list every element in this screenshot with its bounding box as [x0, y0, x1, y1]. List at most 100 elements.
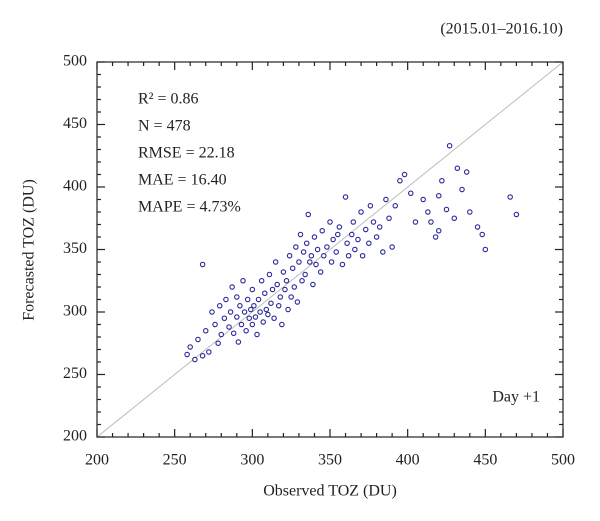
y-tick-label: 450 — [63, 115, 87, 132]
point — [226, 324, 232, 330]
point — [513, 211, 520, 218]
point — [272, 259, 279, 265]
point — [234, 314, 240, 320]
point — [229, 284, 235, 290]
point — [260, 319, 266, 325]
point — [283, 277, 290, 284]
point — [435, 193, 442, 199]
point — [209, 309, 215, 315]
point — [367, 203, 374, 209]
point — [392, 203, 398, 209]
point — [507, 194, 513, 200]
point — [373, 234, 380, 240]
point — [202, 327, 209, 334]
point — [345, 253, 352, 259]
point — [397, 178, 403, 184]
point — [262, 290, 268, 296]
point — [352, 246, 358, 253]
point — [355, 236, 361, 243]
point — [307, 259, 313, 265]
y-tick-label: 200 — [63, 428, 87, 445]
point — [342, 194, 349, 200]
x-tick-label: 400 — [396, 452, 420, 469]
point — [192, 356, 198, 363]
point — [238, 321, 245, 328]
point — [277, 294, 284, 300]
point — [282, 286, 288, 293]
point — [383, 196, 389, 203]
point — [366, 240, 372, 247]
point — [376, 224, 383, 230]
point — [435, 228, 442, 234]
point — [265, 311, 271, 318]
point — [443, 206, 450, 213]
point — [324, 244, 330, 250]
point — [216, 302, 223, 309]
point — [187, 344, 193, 350]
point — [293, 244, 299, 250]
point — [241, 309, 248, 315]
x-tick-label: 350 — [318, 452, 342, 469]
point — [303, 240, 310, 247]
point — [274, 281, 280, 288]
point — [266, 271, 273, 278]
x-tick-label: 200 — [85, 452, 109, 469]
point — [215, 340, 221, 346]
point — [227, 309, 234, 315]
point — [362, 226, 369, 233]
point — [310, 281, 316, 288]
point — [459, 186, 465, 193]
point — [446, 143, 453, 149]
point — [251, 302, 257, 309]
point — [257, 309, 263, 315]
point — [317, 269, 324, 275]
point — [339, 261, 346, 268]
point — [237, 302, 243, 309]
point — [335, 231, 341, 238]
y-tick-label: 350 — [63, 240, 87, 257]
stat-annotation: MAPE = 4.73% — [138, 199, 241, 216]
point — [234, 294, 240, 300]
point — [279, 321, 285, 328]
point — [297, 231, 304, 238]
y-tick-label: 400 — [63, 178, 87, 195]
point — [243, 327, 249, 334]
x-axis-label: Observed TOZ (DU) — [263, 483, 397, 500]
point — [289, 265, 296, 271]
point — [359, 253, 366, 259]
point — [199, 352, 206, 359]
point — [285, 306, 291, 313]
point — [249, 321, 256, 328]
point — [482, 246, 489, 253]
point — [235, 339, 242, 345]
point — [249, 286, 256, 293]
x-tick-label: 500 — [551, 452, 575, 469]
point — [275, 302, 282, 309]
stat-annotation: N = 478 — [138, 118, 191, 135]
point — [311, 234, 318, 240]
point — [263, 306, 270, 313]
point — [380, 249, 386, 255]
stat-annotation: MAE = 16.40 — [138, 172, 227, 189]
point — [252, 314, 259, 320]
point — [286, 253, 293, 259]
point — [255, 296, 262, 303]
x-tick-label: 450 — [473, 452, 497, 469]
point — [218, 331, 225, 338]
point — [474, 224, 481, 230]
point — [244, 296, 251, 303]
point — [230, 330, 237, 336]
point — [479, 231, 485, 238]
point — [408, 190, 414, 197]
point — [184, 351, 190, 358]
point — [299, 277, 305, 284]
point — [328, 259, 335, 265]
point — [291, 284, 298, 290]
point — [386, 215, 392, 222]
x-tick-label: 300 — [240, 452, 264, 469]
point — [439, 178, 445, 184]
stat-annotation: R² = 0.86 — [138, 91, 199, 108]
point — [199, 261, 206, 268]
point — [296, 259, 302, 265]
point — [223, 296, 229, 303]
